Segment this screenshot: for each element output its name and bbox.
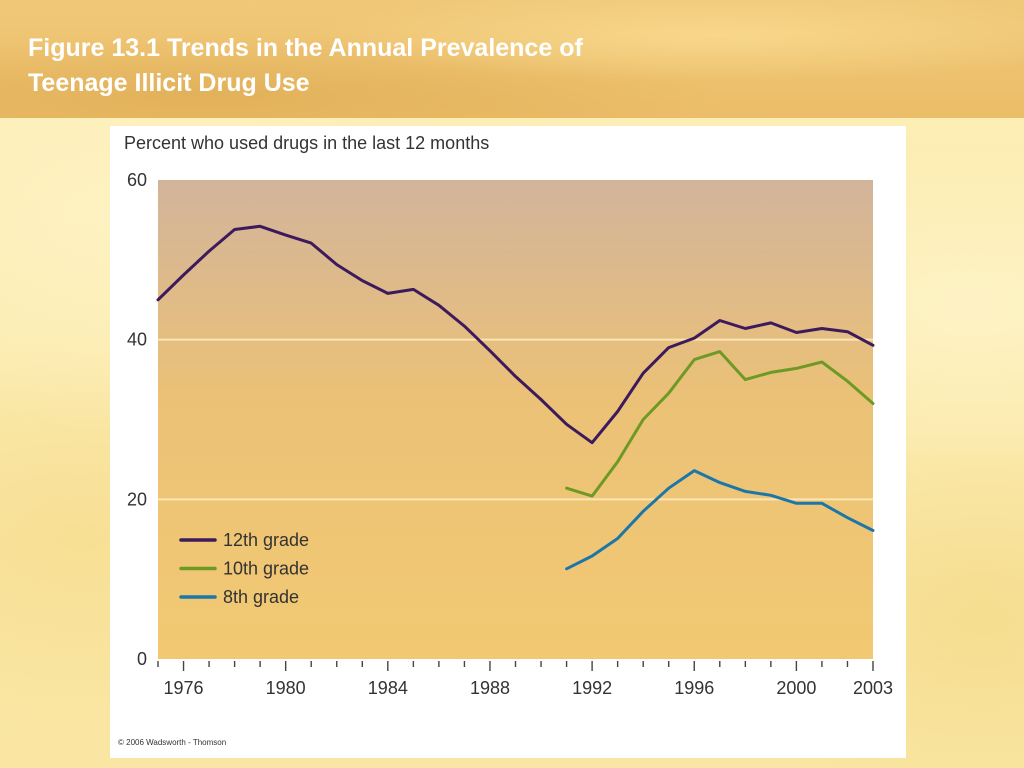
x-tick-label-1976: 1976 xyxy=(164,678,204,698)
slide-title-line-1: Figure 13.1 Trends in the Annual Prevale… xyxy=(28,34,583,62)
legend-label-3: 8th grade xyxy=(223,587,299,607)
y-tick-label-20: 20 xyxy=(127,489,147,509)
series-line-3 xyxy=(565,469,875,571)
line-chart: 0 20 40 60 1976 1980 1984 1988 1992 1996 2000 2003 1… xyxy=(127,170,893,698)
copyright-note: © 2006 Wadsworth - Thomson xyxy=(118,738,227,747)
slide-title: Figure 13.1 Trends in the Annual Prevale… xyxy=(28,31,583,101)
y-axis-caption: Percent who used drugs in the last 12 mo… xyxy=(124,133,490,153)
legend-label-2: 10th grade xyxy=(223,559,309,579)
legend-label-1: 12th grade xyxy=(223,530,309,550)
x-tick-label-1988: 1988 xyxy=(470,678,510,698)
x-tick-label-1992: 1992 xyxy=(572,678,612,698)
x-tick-label-1984: 1984 xyxy=(368,678,408,698)
series-line-2 xyxy=(565,350,875,498)
y-tick-label-40: 40 xyxy=(127,330,147,350)
x-tick-label-1996: 1996 xyxy=(674,678,714,698)
x-tick-label-2000: 2000 xyxy=(776,678,816,698)
slide-title-line-2: Teenage Illicit Drug Use xyxy=(28,69,310,97)
y-tick-label-0: 0 xyxy=(137,649,147,669)
figure-panel: Percent who used drugs in the last 12 mo… xyxy=(110,126,906,758)
x-tick-label-2003: 2003 xyxy=(853,678,893,698)
plot-area xyxy=(158,180,873,659)
x-tick-label-1980: 1980 xyxy=(266,678,306,698)
series-line-1 xyxy=(156,224,875,445)
y-tick-label-60: 60 xyxy=(127,170,147,190)
title-banner: Figure 13.1 Trends in the Annual Prevale… xyxy=(0,0,1024,118)
